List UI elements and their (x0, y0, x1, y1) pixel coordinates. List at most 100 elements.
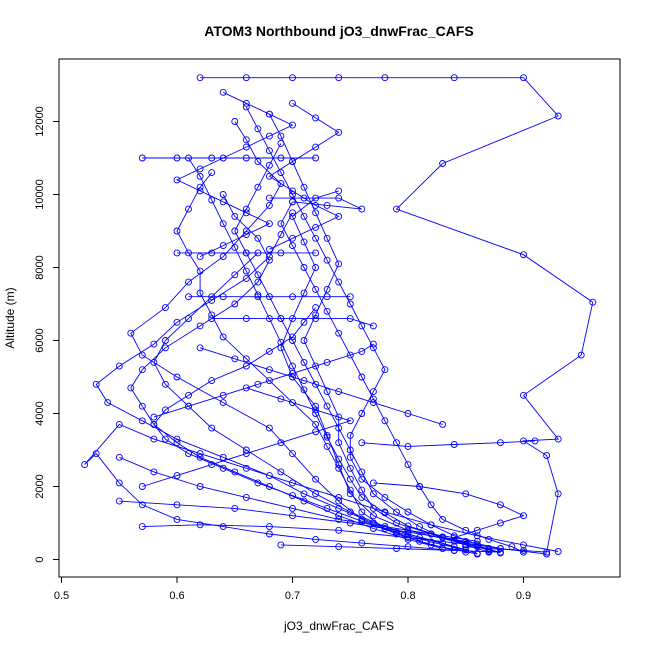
data-point (323, 358, 331, 366)
data-point (358, 493, 366, 501)
data-point (196, 322, 204, 330)
data-point (323, 388, 331, 396)
data-point (496, 501, 504, 509)
data-point (335, 329, 343, 337)
data-point (404, 410, 412, 417)
y-tick-label: 10000 (34, 179, 46, 210)
data-point (265, 194, 273, 202)
data-point (450, 546, 458, 554)
data-point (358, 508, 366, 516)
data-point (104, 399, 112, 407)
data-point (473, 526, 481, 534)
y-axis: 0 2000 4000 6000 8000 10000 12000 (34, 106, 60, 563)
data-point (231, 300, 239, 308)
data-point (473, 542, 481, 550)
data-point (312, 264, 320, 271)
data-point (381, 509, 389, 517)
data-point (369, 388, 377, 396)
data-point (554, 548, 562, 555)
series-line (280, 190, 547, 555)
data-point (335, 278, 343, 286)
data-point (138, 351, 146, 359)
y-tick-label: 4000 (34, 401, 46, 425)
data-point (115, 420, 123, 428)
data-point (300, 386, 308, 394)
series-29 (196, 344, 447, 428)
data-point (242, 249, 250, 257)
data-point (554, 490, 562, 498)
data-point (127, 384, 135, 392)
data-point (242, 231, 250, 239)
data-point (289, 337, 296, 344)
data-point (265, 172, 273, 180)
data-point (196, 165, 204, 173)
data-point (254, 380, 262, 388)
data-point (404, 535, 412, 543)
data-point (300, 318, 308, 326)
x-tick-label: 0.9 (516, 590, 531, 602)
data-point (208, 461, 216, 469)
data-point (219, 88, 227, 96)
data-point (323, 256, 331, 264)
data-point (381, 493, 389, 501)
data-point (335, 493, 343, 501)
data-point (335, 464, 343, 472)
data-point (312, 249, 320, 257)
chart-title: ATOM3 Northbound jO3_dnwFrac_CAFS (204, 23, 473, 39)
data-point (242, 384, 250, 392)
series-line (84, 423, 559, 552)
series-line (153, 343, 374, 418)
data-point (115, 453, 123, 461)
data-point (208, 169, 216, 177)
data-point (265, 110, 273, 118)
data-point (358, 322, 366, 330)
data-point (300, 194, 308, 202)
data-point (300, 183, 308, 191)
series-7 (265, 110, 493, 556)
data-point (520, 74, 527, 82)
data-point (173, 439, 181, 447)
data-point (312, 311, 320, 319)
data-point (300, 264, 308, 271)
data-point (520, 251, 527, 259)
data-point (404, 508, 412, 516)
data-point (289, 99, 296, 107)
data-point (196, 344, 204, 352)
data-point (138, 417, 146, 425)
data-point (427, 521, 435, 529)
data-point (346, 519, 354, 527)
data-point (335, 260, 343, 268)
data-point (312, 406, 320, 414)
data-point (254, 291, 262, 299)
data-point (300, 337, 308, 344)
data-point (289, 74, 296, 82)
data-point (335, 504, 343, 512)
data-point (358, 517, 366, 525)
data-point (277, 132, 285, 140)
y-tick-label: 6000 (34, 328, 46, 352)
data-point (369, 479, 377, 487)
data-point (346, 417, 354, 425)
data-point (358, 475, 366, 483)
data-point (450, 534, 458, 542)
y-tick-label: 2000 (34, 474, 46, 498)
data-point (554, 435, 562, 443)
data-point (277, 439, 285, 447)
series-line (142, 524, 489, 551)
series-28 (138, 384, 354, 490)
data-point (231, 212, 239, 220)
data-point (462, 490, 470, 498)
series-line (199, 347, 443, 425)
data-point (323, 504, 331, 512)
series-line (234, 143, 501, 554)
data-point (520, 512, 527, 520)
data-point (577, 351, 585, 359)
data-point (346, 351, 354, 359)
data-point (427, 530, 435, 538)
data-point (346, 315, 354, 323)
data-point (358, 347, 366, 355)
data-point (439, 545, 447, 552)
data-point (485, 535, 493, 543)
data-point (208, 377, 216, 385)
data-point (312, 201, 320, 209)
